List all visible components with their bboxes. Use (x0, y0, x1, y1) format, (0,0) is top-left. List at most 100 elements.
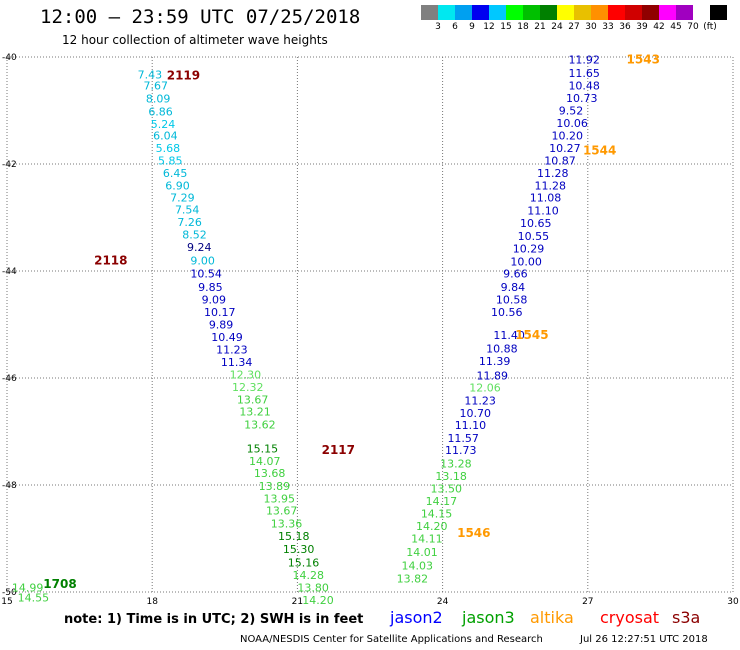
scale-swatch (421, 5, 438, 20)
wave-height-value: 14.99 (12, 582, 44, 595)
scale-swatch (710, 5, 727, 20)
wave-height-value: 10.73 (566, 92, 598, 105)
legend-item-jason2: jason2 (390, 608, 443, 627)
wave-height-value: 13.28 (440, 458, 472, 471)
wave-height-value: 13.67 (237, 393, 269, 406)
wave-height-value: 14.20 (302, 594, 334, 607)
wave-height-value: 14.28 (293, 569, 325, 582)
wave-height-value: 8.52 (182, 229, 207, 242)
scale-label: 12 (483, 22, 495, 32)
wave-height-value: 11.39 (479, 355, 511, 368)
scale-swatch (506, 5, 523, 20)
wave-height-value: 14.55 (18, 591, 50, 604)
wave-height-value: 11.73 (445, 444, 477, 457)
x-tick-label: 15 (1, 597, 12, 607)
scale-label: 36 (619, 22, 631, 32)
wave-height-value: 11.57 (447, 432, 479, 445)
wave-height-value: 5.68 (156, 142, 181, 155)
scale-label: 24 (551, 22, 563, 32)
wave-height-value: 10.88 (486, 343, 518, 356)
scale-label: 42 (653, 22, 665, 32)
wave-height-value: 7.54 (175, 203, 200, 216)
wave-height-value: 10.65 (520, 217, 552, 230)
x-tick-label: 30 (727, 597, 739, 607)
wave-height-value: 9.00 (190, 254, 215, 267)
x-tick-label: 21 (292, 597, 303, 607)
scale-swatch (693, 5, 710, 20)
wave-height-value: 11.92 (568, 54, 600, 67)
wave-height-value: 10.55 (518, 230, 550, 243)
scale-swatch (676, 5, 693, 20)
x-tick-label: 24 (437, 597, 449, 607)
wave-height-value: 14.15 (421, 507, 453, 520)
wave-height-value: 9.84 (501, 281, 526, 294)
wave-height-value: 11.23 (464, 394, 496, 407)
note-text: note: 1) Time is in UTC; 2) SWH is in fe… (64, 612, 364, 627)
scale-swatch (540, 5, 557, 20)
wave-height-value: 13.50 (431, 483, 463, 496)
scale-swatch (455, 5, 472, 20)
y-tick-label: -42 (2, 160, 17, 170)
wave-height-value: 11.65 (568, 67, 600, 80)
scale-swatch (574, 5, 591, 20)
wave-height-value: 5.24 (151, 118, 176, 131)
pass-number-label: 2117 (322, 443, 355, 457)
wave-height-value: 11.28 (535, 179, 567, 192)
wave-height-value: 10.58 (496, 293, 527, 306)
y-tick-label: -40 (2, 53, 17, 63)
pass-number-label: 2119 (167, 69, 200, 83)
wave-height-value: 7.29 (170, 192, 195, 205)
wave-height-value: 14.20 (416, 520, 448, 533)
wave-height-value: 9.52 (559, 105, 584, 118)
timestamp-text: Jul 26 12:27:51 UTC 2018 (580, 634, 708, 645)
pass-number-label: 1545 (515, 328, 548, 342)
wave-height-value: 5.85 (158, 154, 183, 167)
y-tick-label: -50 (2, 588, 17, 598)
y-tick-label: -44 (2, 267, 17, 277)
wave-height-value: 10.06 (556, 117, 588, 130)
wave-height-value: 7.43 (138, 69, 163, 82)
scale-label: 33 (602, 22, 614, 32)
wave-height-value: 15.30 (283, 543, 315, 556)
wave-height-value: 9.85 (198, 281, 223, 294)
page-title: 12:00 – 23:59 UTC 07/25/2018 (40, 6, 361, 28)
wave-height-value: 12.32 (232, 381, 264, 394)
wave-height-value: 10.54 (190, 268, 222, 281)
scale-swatch (472, 5, 489, 20)
credit-text: NOAA/NESDIS Center for Satellite Applica… (240, 634, 543, 645)
wave-height-value: 11.23 (216, 344, 248, 357)
page-subtitle: 12 hour collection of altimeter wave hei… (62, 33, 328, 47)
scale-label: 45 (670, 22, 682, 32)
wave-height-value: 13.18 (435, 470, 467, 483)
scale-swatch (625, 5, 642, 20)
wave-height-value: 11.89 (476, 369, 508, 382)
scale-swatch (557, 5, 574, 20)
wave-height-value: 10.87 (544, 154, 576, 167)
legend-item-jason3: jason3 (462, 608, 515, 627)
wave-height-value: 13.21 (239, 406, 271, 419)
scale-label: 15 (500, 22, 512, 32)
scale-label: (ft) (703, 22, 717, 32)
y-tick-label: -48 (2, 481, 17, 491)
scale-label: 18 (517, 22, 529, 32)
legend-item-altika: altika (530, 608, 574, 627)
wave-height-value: 10.49 (211, 331, 243, 344)
scale-swatch (642, 5, 659, 20)
y-tick-label: -46 (2, 374, 17, 384)
x-tick-label: 27 (582, 597, 593, 607)
scale-label: 70 (687, 22, 699, 32)
wave-height-value: 13.82 (397, 573, 429, 586)
wave-height-value: 13.36 (271, 518, 303, 531)
wave-height-value: 13.62 (244, 419, 276, 432)
scale-swatch (523, 5, 540, 20)
wave-height-value: 11.10 (527, 205, 559, 218)
pass-number-label: 1708 (43, 577, 76, 591)
wave-height-value: 14.07 (249, 455, 281, 468)
wave-height-value: 13.67 (266, 505, 298, 518)
scale-label: 30 (585, 22, 597, 32)
wave-height-value: 6.04 (153, 130, 178, 143)
scale-swatch (608, 5, 625, 20)
wave-height-value: 15.16 (288, 557, 320, 570)
wave-height-value: 10.56 (491, 306, 523, 319)
